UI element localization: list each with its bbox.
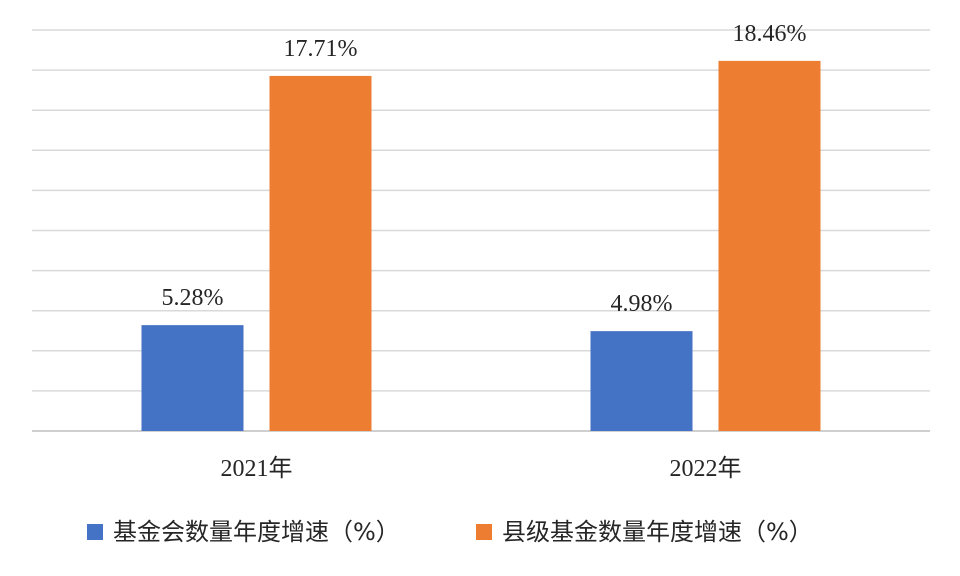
data-label: 17.71% [284,36,358,62]
data-label: 18.46% [733,21,807,47]
data-labels: 5.28% 17.71% 4.98% 18.46% [162,21,807,317]
data-label: 4.98% [611,291,673,317]
category-label: 2022年 [670,455,742,482]
bar-county-fund-2 [718,60,821,431]
bars [141,60,821,432]
legend-label: 基金会数量年度增速（%） [113,518,400,546]
bar-county-fund-1 [269,75,372,432]
bar-foundation-1 [141,325,244,431]
bar-foundation-2 [590,331,693,431]
legend-swatch [87,524,103,540]
category-labels: 2021年 2022年 [221,455,742,482]
category-label: 2021年 [221,455,293,482]
legend-swatch [476,524,492,540]
legend: 基金会数量年度增速（%） 县级基金数量年度增速（%） [87,518,813,546]
legend-label: 县级基金数量年度增速（%） [502,518,813,546]
data-label: 5.28% [162,285,224,311]
